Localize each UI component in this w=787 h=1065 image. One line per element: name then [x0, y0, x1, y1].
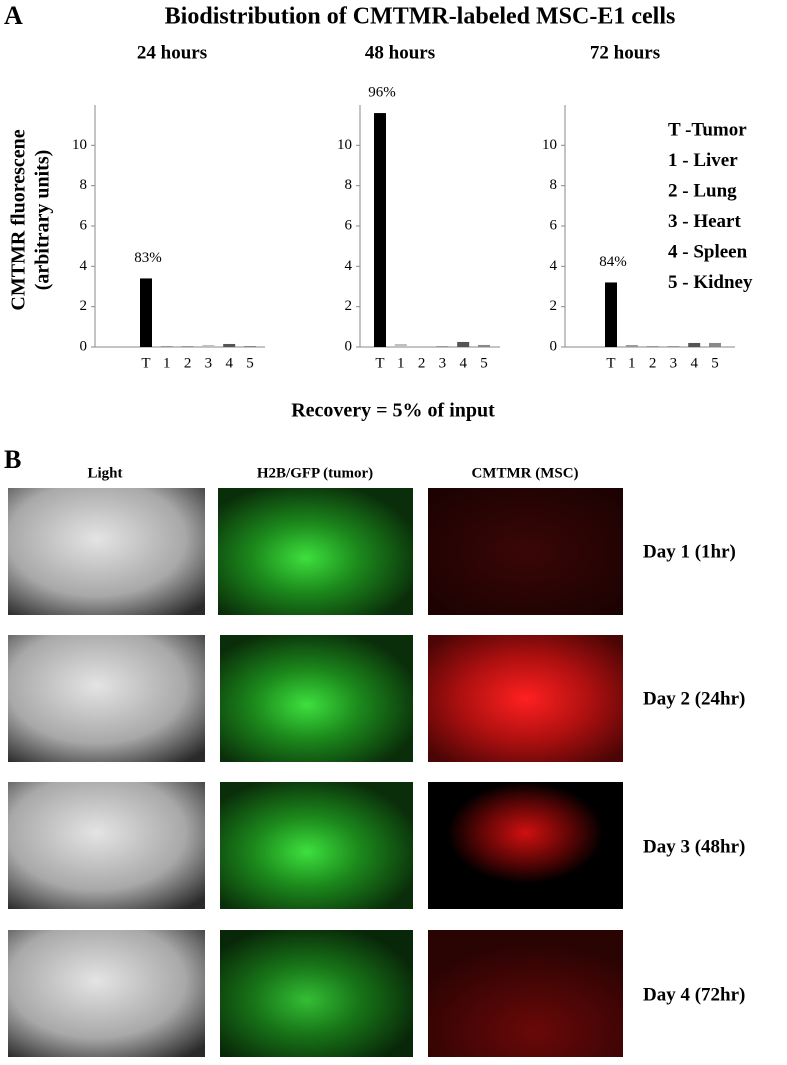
- y-tick-label: 0: [80, 338, 88, 354]
- image: [218, 488, 413, 615]
- image: [8, 635, 205, 762]
- bar: [160, 345, 173, 347]
- x-tick-label: 3: [439, 355, 447, 371]
- x-tick-label: 3: [205, 355, 213, 371]
- x-tick-label: 2: [649, 355, 657, 371]
- y-tick-label: 8: [345, 177, 353, 193]
- x-tick-label: 3: [670, 355, 678, 371]
- x-tick-label: T: [606, 355, 615, 371]
- y-tick-label: 6: [80, 217, 88, 233]
- legend-entry: 5 - Kidney: [668, 272, 753, 293]
- image-grid: [8, 488, 623, 1057]
- y-tick-label: 4: [80, 258, 88, 274]
- bar: [374, 113, 386, 347]
- image: [8, 930, 205, 1057]
- annotation: 84%: [599, 254, 627, 270]
- image: [220, 635, 413, 762]
- y-axis-label: (arbitrary units): [32, 150, 54, 291]
- bar: [625, 344, 638, 347]
- image: [220, 930, 413, 1057]
- bar: [436, 345, 449, 347]
- bar: [688, 342, 701, 347]
- y-tick-label: 10: [542, 137, 557, 153]
- column-header: CMTMR (MSC): [471, 465, 578, 481]
- bar: [478, 344, 490, 347]
- y-tick-label: 4: [550, 258, 558, 274]
- legend-entry: 1 - Liver: [668, 150, 738, 171]
- chart-title: 24 hours: [137, 42, 207, 63]
- x-tick-label: 1: [397, 355, 405, 371]
- y-tick-label: 2: [550, 298, 558, 314]
- row-label: Day 4 (72hr): [643, 984, 745, 1005]
- y-axis-label: CMTMR fluorescene: [8, 129, 30, 310]
- legend-entry: 3 - Heart: [668, 211, 741, 232]
- y-tick-label: 2: [345, 298, 353, 314]
- row-label: Day 1 (1hr): [643, 541, 736, 562]
- x-tick-label: 5: [480, 355, 488, 371]
- row-label: Day 3 (48hr): [643, 836, 745, 857]
- y-tick-label: 0: [550, 338, 558, 354]
- bar: [646, 345, 659, 347]
- x-tick-label: 4: [459, 355, 467, 371]
- x-tick-label: 2: [184, 355, 192, 371]
- legend-entry: 4 - Spleen: [668, 241, 748, 262]
- y-tick-label: 4: [345, 258, 353, 274]
- legend-entry: 2 - Lung: [668, 180, 737, 201]
- y-tick-label: 2: [80, 298, 88, 314]
- x-tick-label: 1: [628, 355, 636, 371]
- y-tick-label: 10: [337, 137, 352, 153]
- image: [428, 782, 623, 909]
- x-tick-label: 2: [418, 355, 426, 371]
- x-tick-label: T: [141, 355, 150, 371]
- bar: [223, 343, 236, 347]
- chart-title: 72 hours: [590, 42, 660, 63]
- image: [8, 782, 205, 909]
- y-tick-label: 6: [550, 217, 558, 233]
- figure-title: Biodistribution of CMTMR-labeled MSC-E1 …: [165, 4, 676, 30]
- column-header: H2B/GFP (tumor): [257, 465, 373, 481]
- y-tick-label: 8: [80, 177, 88, 193]
- y-tick-label: 8: [550, 177, 558, 193]
- image: [428, 930, 623, 1057]
- panel-label: B: [4, 445, 21, 474]
- legend-entry: T -Tumor: [668, 119, 747, 140]
- bar: [457, 341, 470, 347]
- image: [8, 488, 205, 615]
- annotation: 83%: [134, 250, 162, 266]
- x-tick-label: 5: [246, 355, 254, 371]
- bar: [709, 342, 721, 347]
- bar: [181, 345, 194, 347]
- note: Recovery = 5% of input: [291, 400, 495, 422]
- x-tick-label: T: [375, 355, 384, 371]
- row-label: Day 2 (24hr): [643, 688, 745, 709]
- y-tick-label: 0: [345, 338, 353, 354]
- x-tick-label: 5: [711, 355, 719, 371]
- panel-label: A: [4, 1, 23, 30]
- y-tick-label: 6: [345, 217, 353, 233]
- image: [428, 635, 623, 762]
- image: [220, 782, 413, 909]
- bar: [202, 344, 215, 347]
- chart-title: 48 hours: [365, 42, 435, 63]
- x-tick-label: 4: [690, 355, 698, 371]
- bar: [667, 345, 680, 347]
- bar: [244, 345, 256, 347]
- x-tick-label: 1: [163, 355, 171, 371]
- column-header: Light: [87, 465, 122, 481]
- x-tick-label: 4: [225, 355, 233, 371]
- y-tick-label: 10: [72, 137, 87, 153]
- bar: [394, 343, 407, 347]
- annotation: 96%: [368, 85, 396, 101]
- bar: [605, 282, 617, 347]
- image: [428, 488, 623, 615]
- bar: [140, 278, 152, 347]
